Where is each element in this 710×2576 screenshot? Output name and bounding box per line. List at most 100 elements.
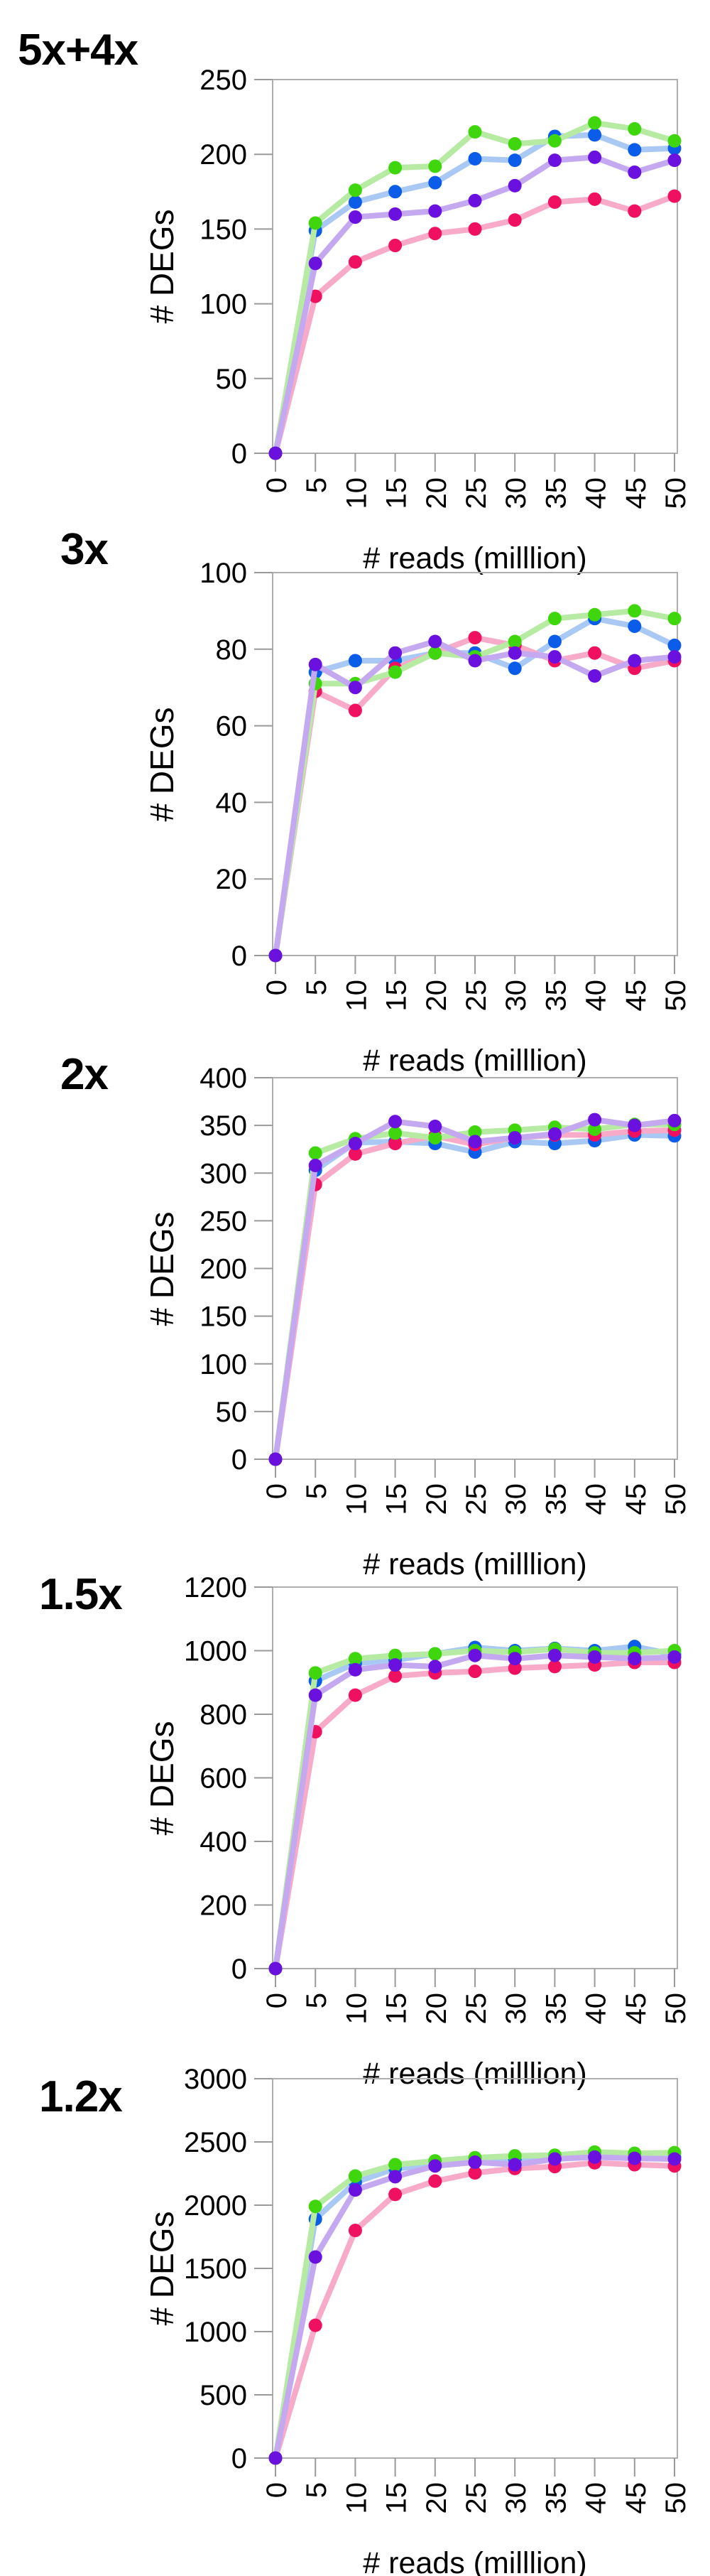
y-tick-label: 200 [200, 1254, 247, 1285]
plot-frame [272, 572, 678, 956]
series-line-green [273, 1646, 677, 1971]
data-point-purple [268, 2451, 283, 2465]
data-point-pink [468, 631, 482, 645]
y-tick-label: 40 [216, 787, 248, 818]
data-point-purple [588, 1650, 602, 1664]
data-point-pink [468, 2166, 482, 2180]
x-tick-label: 5 [301, 980, 332, 995]
data-point-pink [468, 222, 482, 236]
data-point-purple [667, 650, 682, 664]
x-tick-label: 25 [461, 980, 492, 1012]
data-point-green [308, 1146, 322, 1160]
data-point-purple [388, 207, 403, 221]
chart-title: 1.5x [39, 1570, 123, 1619]
data-point-purple [468, 1648, 482, 1662]
data-point-blue [628, 143, 642, 157]
data-point-purple [428, 2159, 442, 2173]
data-point-purple [547, 2152, 562, 2166]
data-point-purple [588, 150, 602, 164]
data-point-purple [588, 1113, 602, 1127]
data-point-green [348, 1652, 362, 1666]
data-point-green [388, 1648, 403, 1662]
data-point-purple [588, 669, 602, 683]
x-tick-label: 45 [621, 1993, 652, 2025]
data-point-blue [348, 195, 362, 210]
chart-title: 3x [60, 525, 109, 574]
series-line-blue [273, 1132, 677, 1462]
data-point-purple [628, 1652, 642, 1666]
data-point-pink [588, 192, 602, 206]
data-point-pink [667, 189, 682, 203]
x-tick-label: 50 [660, 980, 692, 1012]
x-tick-label: 5 [301, 477, 332, 493]
x-tick-label: 35 [540, 2482, 572, 2514]
x-tick-label: 45 [621, 2482, 652, 2514]
data-point-pink [348, 2224, 362, 2238]
data-point-purple [388, 2170, 403, 2184]
x-tick-label: 5 [301, 2482, 332, 2498]
x-tick-label: 0 [261, 2482, 293, 2498]
data-point-green [388, 665, 403, 679]
data-point-pink [428, 227, 442, 241]
series-line-blue [273, 131, 677, 456]
data-point-purple [667, 153, 682, 168]
data-point-pink [388, 2187, 403, 2202]
data-point-pink [348, 703, 362, 718]
data-point-purple [547, 650, 562, 664]
data-point-purple [508, 1131, 522, 1145]
x-tick-label: 40 [581, 1483, 612, 1515]
data-point-purple [268, 1452, 283, 1466]
x-tick-label: 15 [381, 1483, 413, 1515]
data-point-purple [628, 1118, 642, 1132]
y-tick-label: 100 [200, 1349, 247, 1380]
data-point-green [667, 612, 682, 626]
x-tick-label: 40 [581, 477, 612, 509]
data-point-green [547, 612, 562, 626]
data-point-purple [628, 165, 642, 179]
data-point-green [428, 1131, 442, 1145]
data-point-green [547, 134, 562, 148]
y-tick-label: 250 [200, 1206, 247, 1237]
x-tick-label: 30 [501, 477, 532, 509]
series-line-purple [273, 1652, 677, 1971]
data-point-pink [547, 195, 562, 210]
data-point-purple [388, 1115, 403, 1129]
y-tick-label: 3000 [184, 2064, 247, 2095]
y-tick-label: 1500 [184, 2253, 247, 2285]
data-point-green [388, 2158, 403, 2172]
data-point-blue [508, 661, 522, 676]
y-tick-label: 1000 [184, 1636, 247, 1667]
y-tick-label: 2500 [184, 2127, 247, 2158]
series-line-green [273, 120, 677, 456]
series-line-pink [273, 1127, 677, 1462]
x-axis-label: # reads (milllion) [363, 2057, 587, 2091]
x-axis-label: # reads (milllion) [363, 1044, 587, 1078]
plot-frame [272, 2078, 678, 2459]
y-tick-label: 0 [231, 1444, 247, 1476]
data-point-green [348, 183, 362, 197]
data-point-pink [508, 213, 522, 227]
data-point-purple [308, 1688, 322, 1702]
chart-3x: 3x # DEGs 0 20 40 60 80 100 0 5 10 15 20 25 30 35 40 45… [0, 515, 710, 1078]
series-line-purple [273, 639, 677, 958]
y-tick-label: 600 [200, 1763, 247, 1795]
data-point-green [308, 1666, 322, 1680]
y-tick-label: 20 [216, 864, 248, 895]
data-point-pink [388, 239, 403, 253]
x-tick-label: 10 [341, 477, 372, 509]
data-point-purple [308, 256, 322, 271]
data-point-purple [308, 2250, 322, 2264]
x-tick-label: 0 [261, 980, 293, 995]
x-tick-label: 0 [261, 1483, 293, 1499]
x-tick-label: 50 [660, 1993, 692, 2025]
data-point-purple [428, 1660, 442, 1674]
data-point-purple [468, 193, 482, 207]
y-tick-label: 250 [200, 65, 247, 96]
y-tick-label: 0 [231, 2443, 247, 2474]
x-tick-label: 30 [501, 1993, 532, 2025]
data-point-purple [508, 1652, 522, 1666]
